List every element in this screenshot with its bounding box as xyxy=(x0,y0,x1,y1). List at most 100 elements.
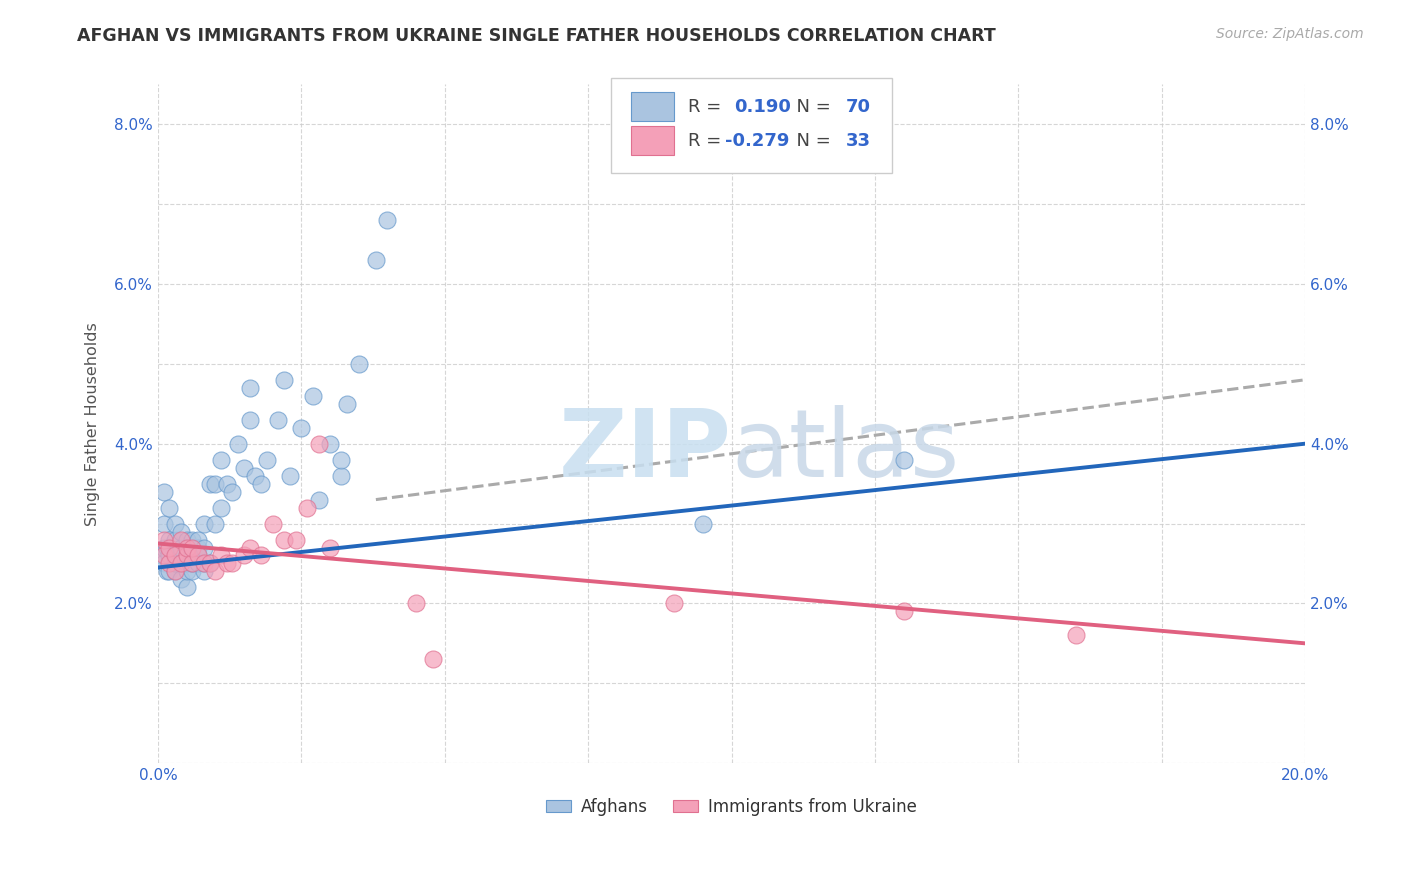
Point xyxy=(157,541,180,555)
Point xyxy=(170,549,193,563)
Point xyxy=(204,516,226,531)
Point xyxy=(262,516,284,531)
Point xyxy=(152,533,174,547)
Point xyxy=(170,541,193,555)
Point xyxy=(193,557,215,571)
Point xyxy=(198,557,221,571)
Text: 33: 33 xyxy=(846,132,872,150)
Point xyxy=(176,549,198,563)
Point xyxy=(155,565,177,579)
Point xyxy=(170,573,193,587)
Point xyxy=(165,549,187,563)
Point xyxy=(181,557,204,571)
Point xyxy=(267,413,290,427)
Point xyxy=(176,557,198,571)
Point xyxy=(155,541,177,555)
Point xyxy=(193,557,215,571)
Point xyxy=(330,468,353,483)
Point xyxy=(301,389,323,403)
Point xyxy=(284,533,307,547)
Point xyxy=(193,541,215,555)
Point xyxy=(278,468,301,483)
Point xyxy=(198,476,221,491)
Point xyxy=(165,533,187,547)
Point xyxy=(187,549,209,563)
Point xyxy=(245,468,267,483)
Point xyxy=(347,357,370,371)
Point xyxy=(157,557,180,571)
Text: R =: R = xyxy=(688,132,727,150)
Point xyxy=(181,549,204,563)
Point xyxy=(170,557,193,571)
Point xyxy=(187,541,209,555)
Point xyxy=(662,596,685,610)
FancyBboxPatch shape xyxy=(630,127,673,155)
Point xyxy=(308,492,330,507)
Point xyxy=(176,541,198,555)
Text: Source: ZipAtlas.com: Source: ZipAtlas.com xyxy=(1216,27,1364,41)
Point xyxy=(215,557,238,571)
Text: N =: N = xyxy=(786,98,837,116)
Point xyxy=(193,565,215,579)
Point xyxy=(233,549,256,563)
Point xyxy=(181,541,204,555)
Y-axis label: Single Father Households: Single Father Households xyxy=(86,322,100,525)
Point xyxy=(330,452,353,467)
Legend: Afghans, Immigrants from Ukraine: Afghans, Immigrants from Ukraine xyxy=(540,791,924,822)
Text: AFGHAN VS IMMIGRANTS FROM UKRAINE SINGLE FATHER HOUSEHOLDS CORRELATION CHART: AFGHAN VS IMMIGRANTS FROM UKRAINE SINGLE… xyxy=(77,27,995,45)
Point xyxy=(209,452,232,467)
Point xyxy=(187,549,209,563)
Point xyxy=(209,549,232,563)
Point xyxy=(165,557,187,571)
Point xyxy=(692,516,714,531)
Point xyxy=(377,213,399,227)
FancyBboxPatch shape xyxy=(612,78,891,172)
Point xyxy=(157,533,180,547)
Point xyxy=(157,565,180,579)
Text: R =: R = xyxy=(688,98,733,116)
Point xyxy=(170,533,193,547)
Point xyxy=(157,500,180,515)
Point xyxy=(187,557,209,571)
Point xyxy=(176,581,198,595)
Point xyxy=(273,533,295,547)
Point xyxy=(893,452,915,467)
Point xyxy=(221,557,243,571)
Text: -0.279: -0.279 xyxy=(724,132,789,150)
Point xyxy=(170,524,193,539)
Point xyxy=(215,476,238,491)
Point xyxy=(290,420,312,434)
Point xyxy=(176,549,198,563)
Point xyxy=(319,541,342,555)
Point xyxy=(176,541,198,555)
Point xyxy=(204,476,226,491)
Point xyxy=(152,557,174,571)
Point xyxy=(204,565,226,579)
Text: 70: 70 xyxy=(846,98,872,116)
Point xyxy=(250,549,273,563)
FancyBboxPatch shape xyxy=(630,93,673,121)
Text: atlas: atlas xyxy=(731,405,960,497)
Point xyxy=(295,500,318,515)
Point xyxy=(176,533,198,547)
Point xyxy=(239,413,262,427)
Point xyxy=(422,652,444,666)
Point xyxy=(319,436,342,450)
Point xyxy=(170,557,193,571)
Point xyxy=(221,484,243,499)
Point xyxy=(157,549,180,563)
Point xyxy=(187,533,209,547)
Point xyxy=(165,565,187,579)
Point xyxy=(152,549,174,563)
Point xyxy=(152,516,174,531)
Point xyxy=(233,460,256,475)
Text: N =: N = xyxy=(786,132,837,150)
Point xyxy=(181,541,204,555)
Point xyxy=(165,549,187,563)
Point xyxy=(893,604,915,618)
Point xyxy=(250,476,273,491)
Point xyxy=(239,381,262,395)
Point xyxy=(1064,628,1087,642)
Text: 0.190: 0.190 xyxy=(734,98,790,116)
Point xyxy=(364,252,387,267)
